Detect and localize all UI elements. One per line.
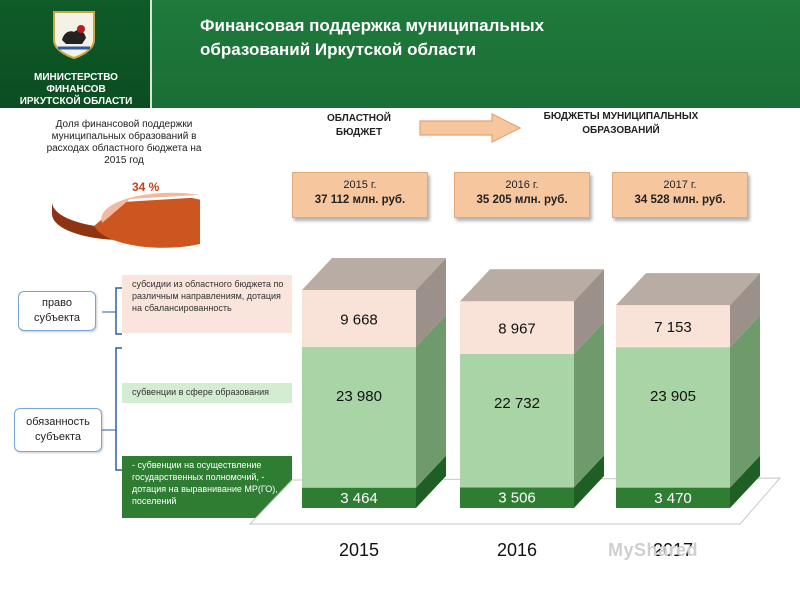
pie-share-label: 34 %: [132, 180, 160, 194]
ministry-line-2: ИРКУТСКОЙ ОБЛАСТИ: [19, 96, 133, 107]
bar-value-label: 22 732: [494, 395, 540, 412]
bar-value-label: 9 668: [340, 311, 378, 328]
bar-top: [616, 273, 760, 306]
total-box-2017: 2017 г. 34 528 млн. руб.: [612, 172, 748, 218]
ministry-line-1: МИНИСТЕРСТВО ФИНАНСОВ: [34, 72, 118, 95]
pie-main-slice: [94, 197, 200, 248]
total-amount: 35 205 млн. руб.: [476, 194, 568, 206]
bar-top: [460, 269, 604, 302]
right-of-subject-label: право субъекта: [18, 291, 96, 331]
legend-subsidies: субсидии из областного бюджета по различ…: [122, 275, 292, 333]
stacked-bar-chart: 3 464 23 980 9 668 3 506 22 732 8 967 3 470 23 …: [248, 258, 782, 560]
total-box-2016: 2016 г. 35 205 млн. руб.: [454, 172, 590, 218]
bar-segment: [302, 346, 416, 488]
flow-target-label: БЮДЖЕТЫ МУНИЦИПАЛЬНЫХ ОБРАЗОВАНИЙ: [543, 111, 699, 136]
pie-chart: [52, 192, 200, 248]
pie-share-slice: [101, 192, 200, 223]
total-year: 2015 г.: [343, 179, 377, 191]
bar-top: [302, 258, 446, 290]
bar-value-label: 23 905: [650, 388, 696, 405]
page-title: Финансовая поддержка муниципальных образ…: [200, 14, 760, 62]
bar-segment: [302, 487, 416, 508]
bar-segment: [460, 353, 574, 488]
bar-side: [730, 455, 760, 508]
ministry-name: МИНИСТЕРСТВО ФИНАНСОВ ИРКУТСКОЙ ОБЛАСТИ: [6, 72, 146, 108]
total-amount: 37 112 млн. руб.: [314, 194, 406, 206]
bar-value-label: 7 153: [654, 319, 692, 336]
bar-side: [730, 315, 760, 488]
bar-side: [730, 273, 760, 348]
bar-segment: [460, 487, 574, 508]
bar-side: [574, 455, 604, 508]
watermark: MyShared: [608, 540, 699, 560]
bar-segment: [616, 305, 730, 348]
bar-value-label: 3 506: [498, 490, 536, 507]
bar-segment: [302, 290, 416, 347]
bar-value-label: 3 470: [654, 490, 692, 507]
bar-segment: [460, 301, 574, 354]
legend-other-subventions: - субвенции на осуществление государстве…: [122, 456, 292, 518]
legend-education-subventions: субвенции в сфере образования: [122, 383, 292, 403]
title-line-2: образований Иркутской области: [200, 40, 477, 59]
total-year: 2017 г.: [663, 179, 697, 191]
bar-side: [416, 455, 446, 508]
flow-source-label: ОБЛАСТНОЙ БЮДЖЕТ: [327, 113, 391, 138]
bar-side: [416, 258, 446, 347]
flow-arrow-icon: [419, 113, 522, 143]
bar-side: [416, 314, 446, 488]
duty-of-subject-label: обязанность субъекта: [14, 408, 102, 452]
total-box-2015: 2015 г. 37 112 млн. руб.: [292, 172, 428, 218]
coat-of-arms-icon: [53, 11, 95, 60]
pie-caption: Доля финансовой поддержки муниципальных …: [46, 119, 202, 166]
bar-value-label: 23 980: [336, 388, 382, 405]
bar-value-label: 8 967: [498, 321, 536, 338]
bar-side: [574, 269, 604, 354]
year-label: 2015: [339, 540, 379, 560]
year-label: 2017: [653, 540, 693, 560]
total-amount: 34 528 млн. руб.: [634, 194, 726, 206]
title-line-1: Финансовая поддержка муниципальных: [200, 16, 545, 35]
total-year: 2016 г.: [505, 179, 539, 191]
bar-value-label: 3 464: [340, 490, 378, 507]
bar-segment: [616, 487, 730, 508]
bracket-lines: [102, 287, 122, 471]
bar-side: [574, 321, 604, 488]
year-label: 2016: [497, 540, 537, 560]
bar-segment: [616, 347, 730, 488]
